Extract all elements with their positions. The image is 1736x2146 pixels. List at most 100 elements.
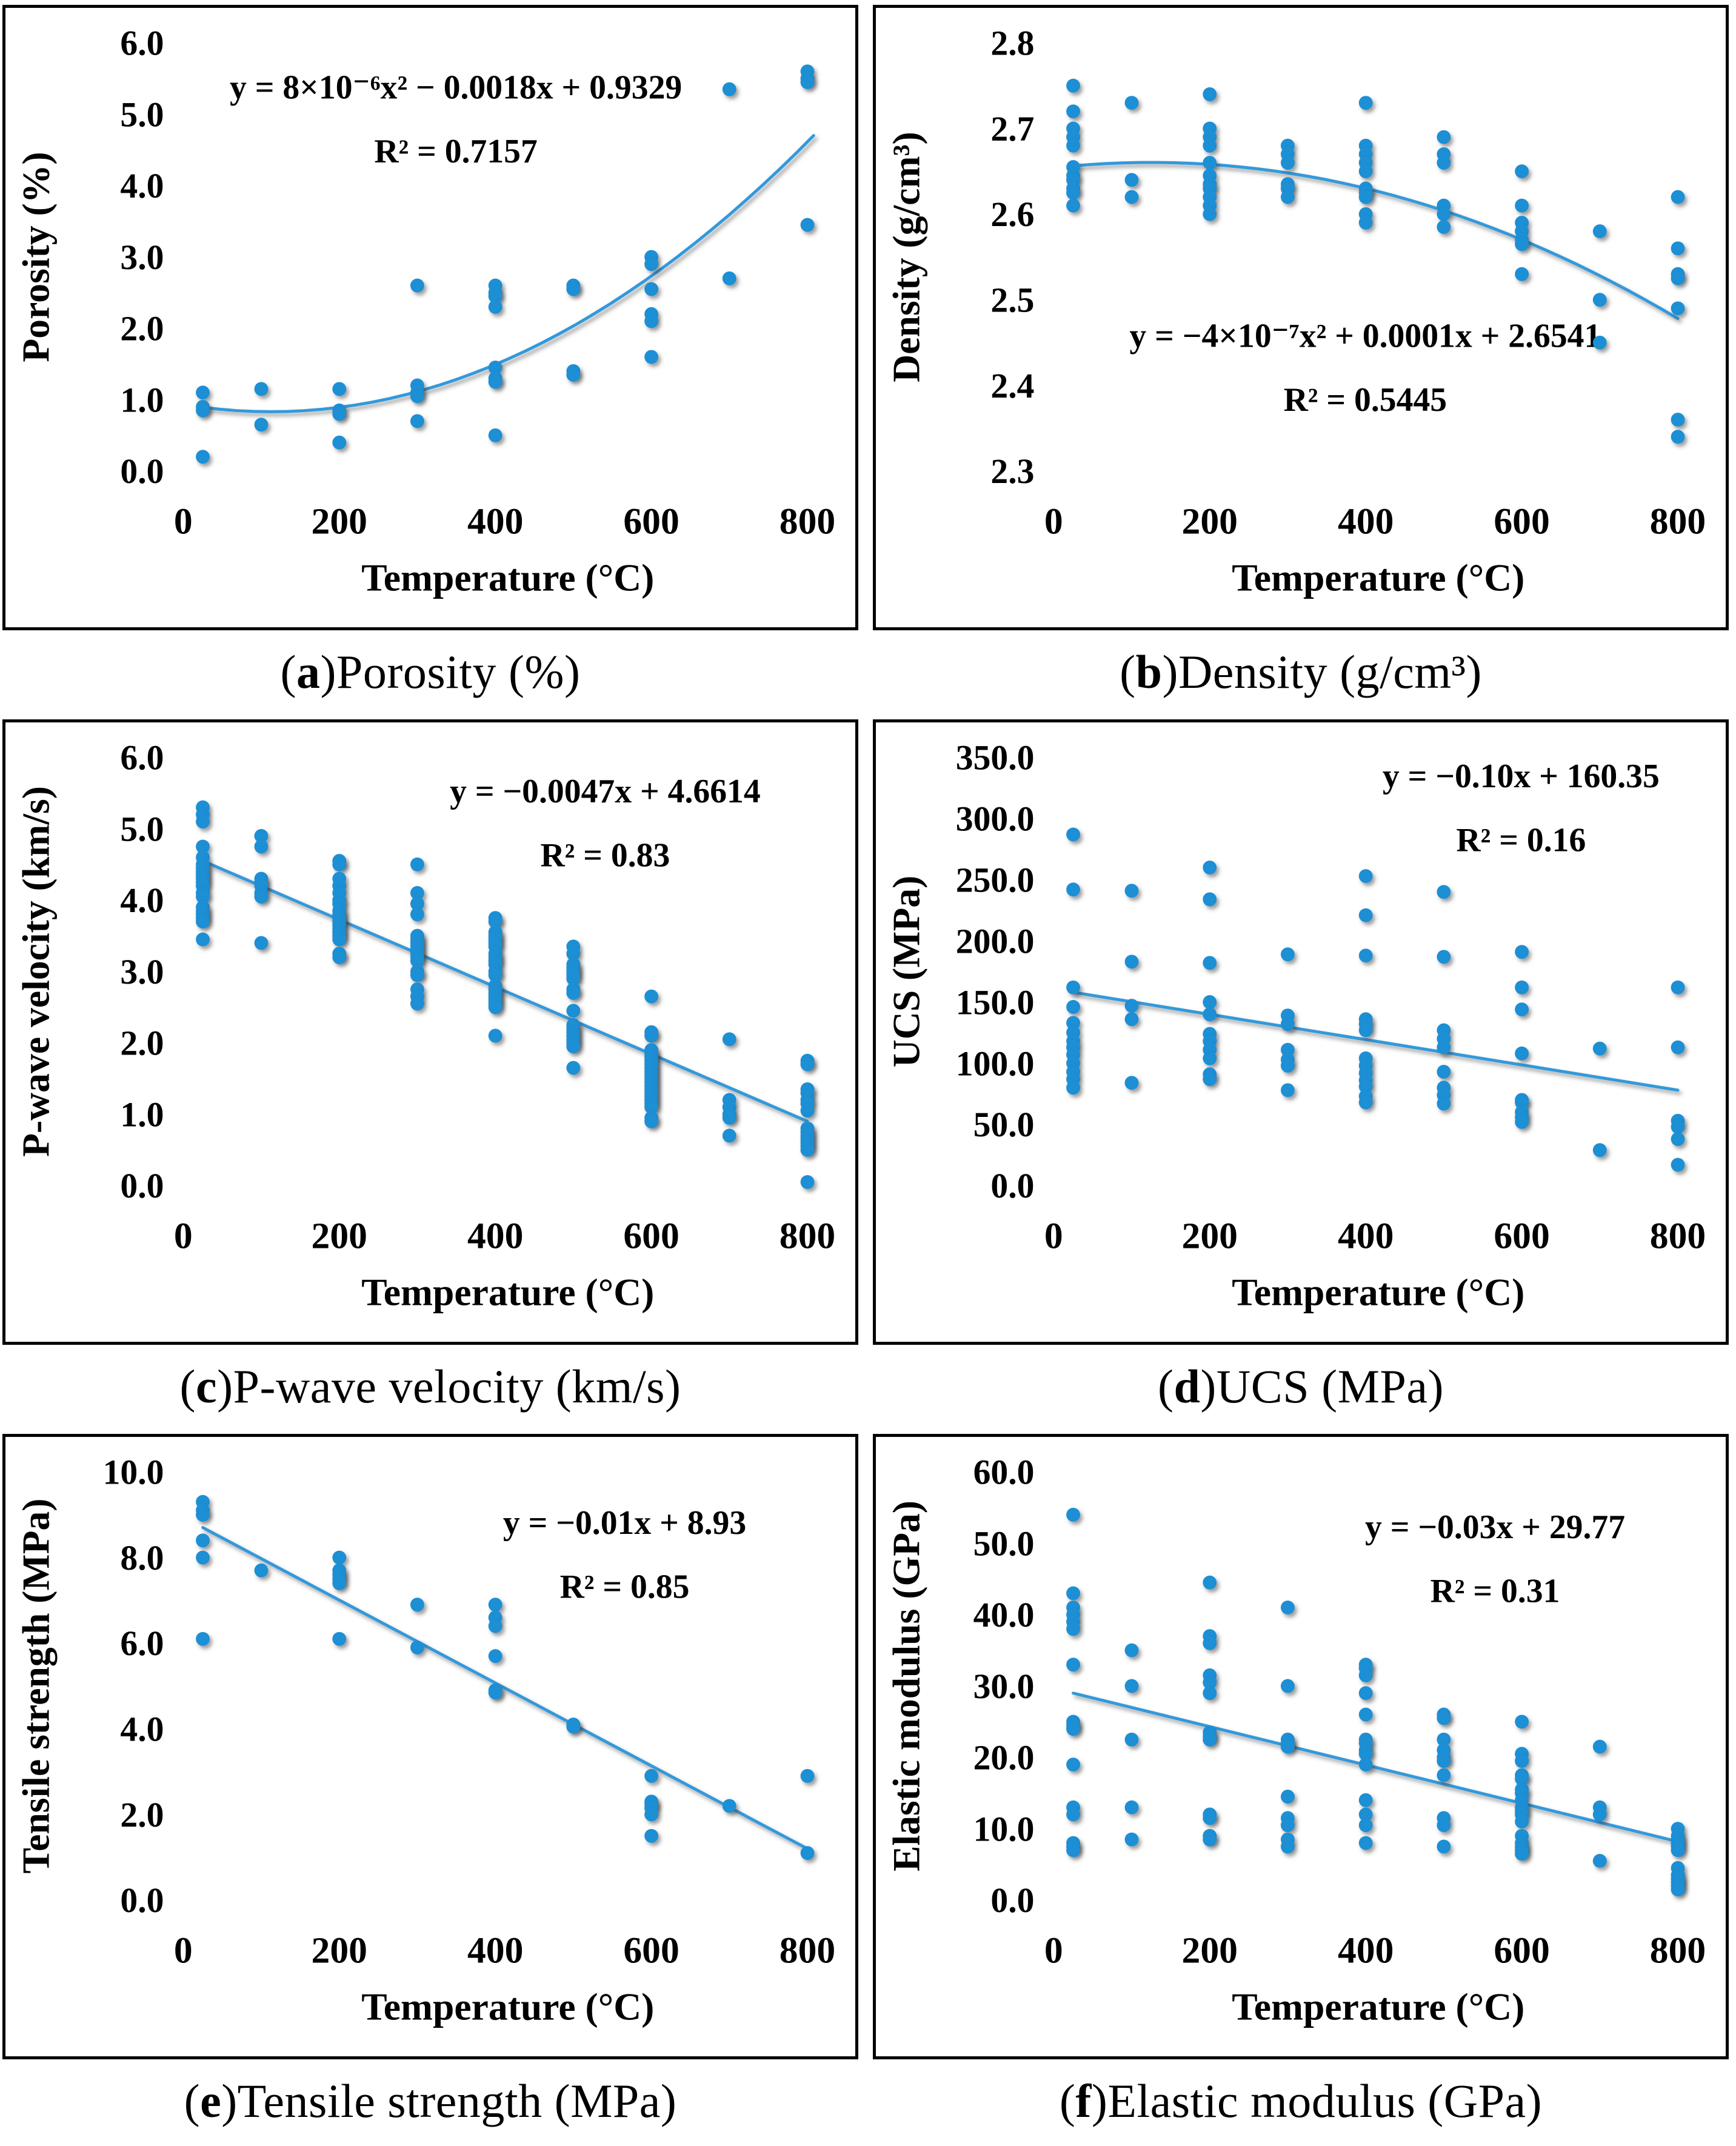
data-point — [1124, 884, 1139, 898]
data-point — [488, 1028, 502, 1043]
x-tick-label: 600 — [1494, 1216, 1549, 1257]
caption-open: ( — [1158, 1360, 1174, 1413]
x-tick-label: 400 — [1338, 501, 1394, 542]
data-point — [644, 1828, 659, 1843]
data-point — [566, 367, 581, 382]
data-point — [1437, 1732, 1451, 1747]
x-tick-label: 200 — [312, 501, 367, 542]
equation-label: y = −0.01x + 8.93 — [503, 1504, 746, 1542]
y-tick-label: 2.7 — [990, 110, 1034, 148]
chart-f-box: 60.0 50.0 40.0 30.0 20.0 10.0 0.0 0 200 400 600 800… — [873, 1434, 1729, 2059]
data-point — [332, 950, 347, 964]
data-point — [1124, 999, 1139, 1013]
data-point — [1515, 237, 1529, 252]
data-point — [196, 815, 210, 829]
x-tick-label: 800 — [780, 1216, 835, 1257]
data-point — [1066, 185, 1080, 200]
data-point — [1358, 1818, 1373, 1833]
y-tick-label: 2.0 — [120, 310, 164, 348]
data-point — [1358, 216, 1373, 230]
r2-label: R² = 0.16 — [1456, 822, 1586, 859]
y-tick-label: 60.0 — [973, 1454, 1035, 1492]
y-tick-label: 0.0 — [120, 1167, 164, 1205]
data-point — [644, 989, 659, 1004]
data-point — [644, 350, 659, 364]
x-tick-label: 200 — [1182, 1930, 1238, 1971]
y-tick-label: 20.0 — [973, 1739, 1035, 1778]
data-point — [332, 407, 347, 421]
data-point — [332, 1576, 347, 1590]
data-point — [332, 857, 347, 871]
caption-close: ) — [217, 1360, 233, 1413]
y-tick-label: 50.0 — [973, 1525, 1035, 1563]
data-point — [1437, 1711, 1451, 1725]
y-tick-label: 2.6 — [990, 196, 1034, 234]
data-point — [1280, 1818, 1295, 1833]
caption-letter: d — [1173, 1360, 1201, 1413]
data-point — [1437, 1096, 1451, 1111]
data-point — [1203, 138, 1217, 153]
caption-text: Elastic modulus (GPa) — [1107, 2074, 1543, 2127]
data-point — [1358, 96, 1373, 110]
panel-f: 60.0 50.0 40.0 30.0 20.0 10.0 0.0 0 200 400 600 800… — [873, 1434, 1729, 2146]
data-point — [1203, 956, 1217, 970]
data-point — [722, 1799, 736, 1813]
data-point — [1592, 1807, 1607, 1822]
data-point — [644, 1114, 659, 1128]
panel-a: 6.0 5.0 4.0 3.0 2.0 1.0 0.0 0 200 400 600 800 Porosi… — [2, 5, 858, 717]
data-point — [1437, 1839, 1451, 1854]
caption-e: (e) Tensile strength (MPa) — [2, 2059, 858, 2143]
data-point — [1358, 164, 1373, 179]
data-point — [1124, 173, 1139, 187]
data-point — [644, 314, 659, 328]
y-tick-label: 2.0 — [120, 1025, 164, 1063]
data-point — [410, 996, 424, 1011]
data-point — [196, 403, 210, 418]
caption-text: UCS (MPa) — [1216, 1360, 1444, 1413]
data-point — [196, 889, 210, 904]
chart-b-box: 2.8 2.7 2.6 2.5 2.4 2.3 0 200 400 600 800 Density (… — [873, 5, 1729, 630]
y-tick-label: 10.0 — [103, 1454, 164, 1492]
x-tick-label: 800 — [780, 501, 835, 542]
caption-b: (b) Density (g/cm³) — [873, 630, 1729, 714]
data-point — [566, 985, 581, 1000]
data-point — [254, 828, 269, 843]
data-point — [254, 418, 269, 432]
data-point — [1203, 1675, 1217, 1690]
trend-line — [1072, 1691, 1680, 1844]
y-axis-title: Porosity (%) — [15, 152, 58, 362]
trend-line — [1072, 990, 1680, 1092]
data-point — [1280, 1679, 1295, 1693]
x-tick-label: 400 — [1338, 1216, 1394, 1257]
chart-e-box: 10.0 8.0 6.0 4.0 2.0 0.0 0 200 400 600 800 Tensile … — [2, 1434, 858, 2059]
caption-open: ( — [1120, 645, 1136, 698]
data-point — [722, 1032, 736, 1047]
x-axis-title: Temperature (°C) — [1232, 1985, 1524, 2028]
data-point — [1124, 1012, 1139, 1027]
panel-d: 350.0 300.0 250.0 200.0 150.0 100.0 50.0 0.0 0 20… — [873, 719, 1729, 1431]
y-tick-label: 3.0 — [120, 239, 164, 277]
r2-label: R² = 0.5445 — [1284, 381, 1447, 419]
data-point — [1592, 1739, 1607, 1754]
data-point — [196, 839, 210, 854]
data-point — [1515, 267, 1529, 281]
data-point — [488, 1619, 502, 1633]
data-point — [1280, 1083, 1295, 1098]
data-point — [1671, 301, 1685, 316]
data-point — [1437, 156, 1451, 170]
x-tick-label: 0 — [174, 1930, 193, 1971]
caption-text: Density (g/cm³) — [1178, 645, 1482, 698]
caption-letter: a — [296, 645, 321, 698]
data-point — [1203, 995, 1217, 1009]
caption-open: ( — [1059, 2074, 1076, 2127]
x-tick-label: 400 — [1338, 1930, 1394, 1971]
caption-close: ) — [1091, 2074, 1108, 2127]
y-tick-label: 5.0 — [120, 96, 164, 134]
data-point — [1124, 1800, 1139, 1814]
x-tick-label: 200 — [312, 1216, 367, 1257]
data-point — [1203, 1832, 1217, 1847]
y-tick-label: 2.0 — [120, 1796, 164, 1834]
data-point — [1671, 980, 1685, 995]
equation-label: y = −4×10⁻⁷x² + 0.0001x + 2.6541 — [1129, 317, 1601, 355]
